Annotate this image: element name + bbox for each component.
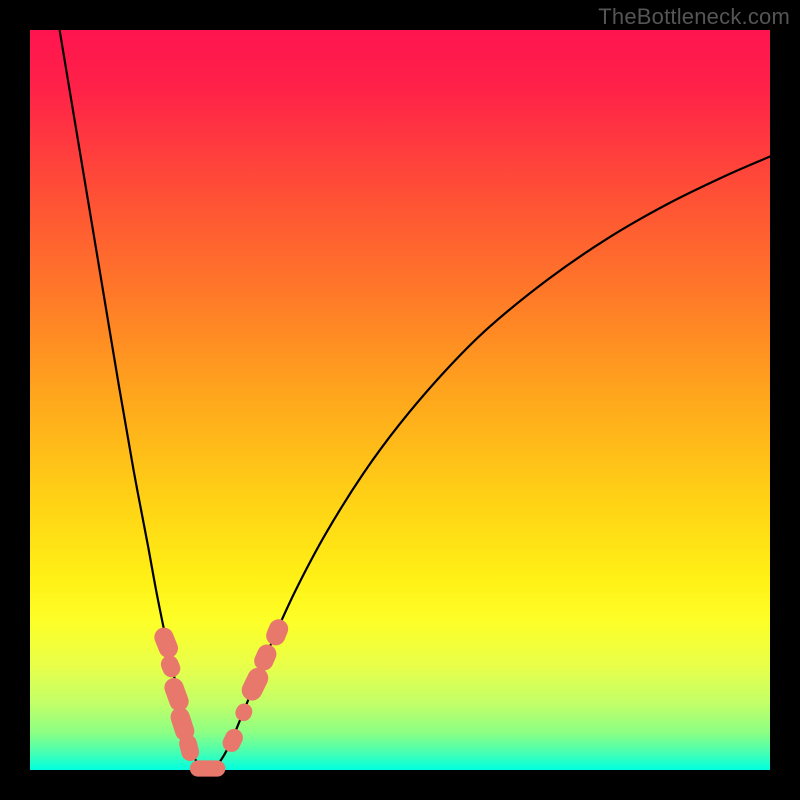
chart-frame: TheBottleneck.com <box>0 0 800 800</box>
bottleneck-plot <box>0 0 800 800</box>
curve-marker <box>190 760 226 776</box>
watermark-label: TheBottleneck.com <box>598 4 790 30</box>
plot-background <box>30 30 770 770</box>
